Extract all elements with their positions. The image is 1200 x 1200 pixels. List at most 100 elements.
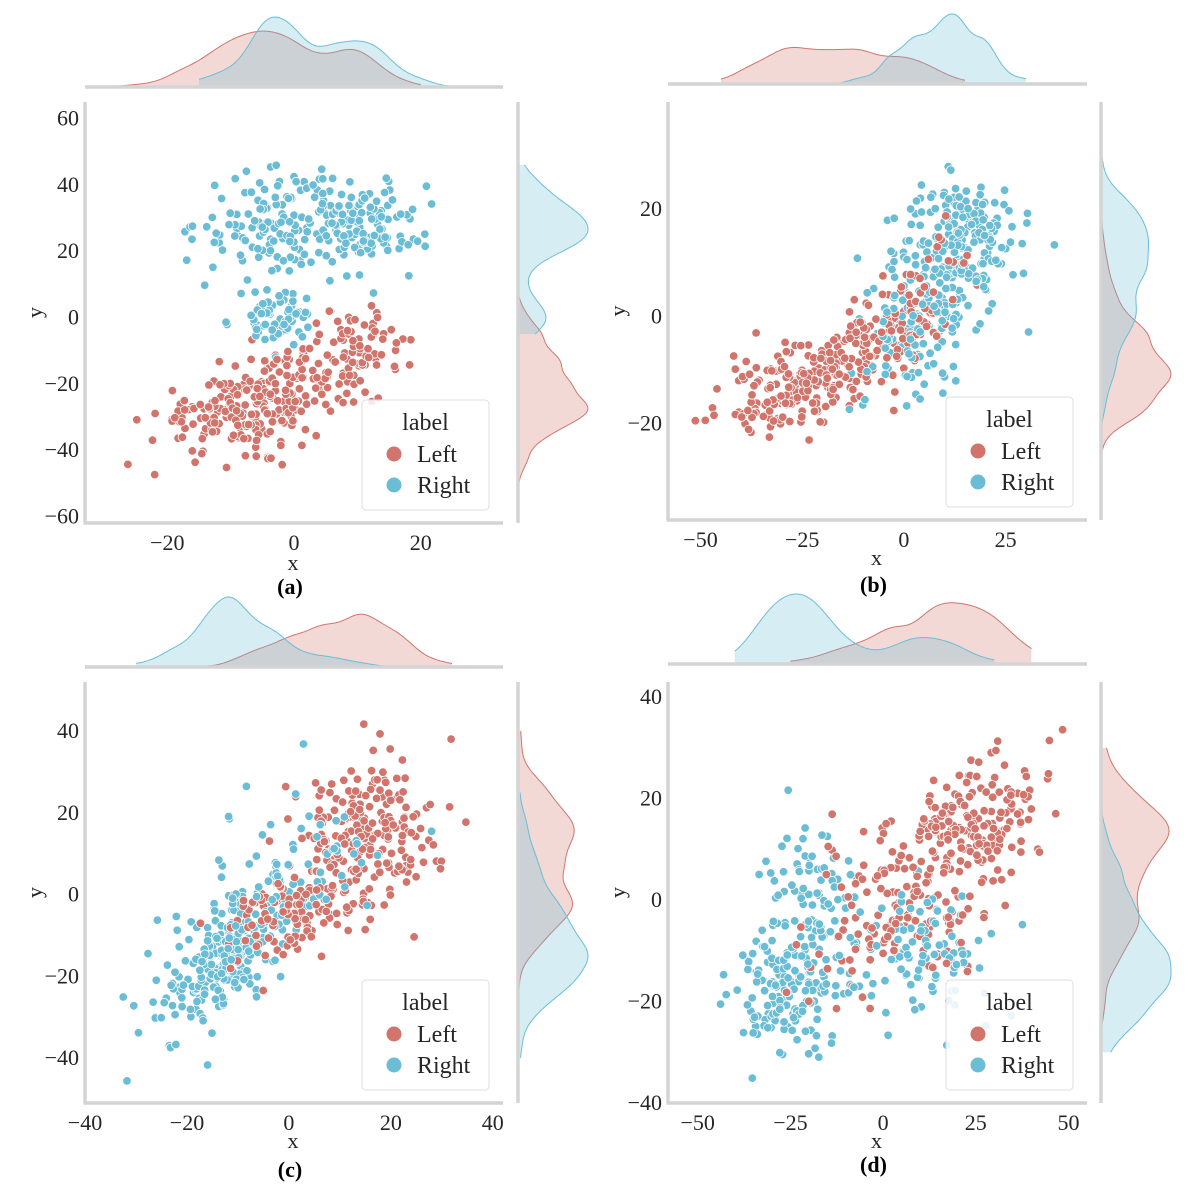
point-left <box>825 348 835 358</box>
panel-0: −20 0 20 −60 −40 −20 0 20 40 60 x y label Left Right (a… <box>22 16 589 599</box>
point-right <box>381 173 392 183</box>
point-left <box>785 416 795 427</box>
point-left <box>997 875 1007 885</box>
point-left <box>743 424 754 435</box>
point-right <box>192 996 202 1007</box>
point-right <box>931 970 941 981</box>
point-right <box>812 888 822 898</box>
y-tick-label: 0 <box>651 303 662 328</box>
point-right <box>187 234 197 245</box>
point-right <box>365 202 376 213</box>
point-right <box>421 181 432 191</box>
kde-x-fill-right <box>199 17 453 87</box>
point-right <box>181 255 192 265</box>
point-left <box>252 383 262 394</box>
point-left <box>801 378 812 388</box>
point-left <box>899 864 910 874</box>
point-left <box>783 369 794 379</box>
point-right <box>831 981 841 991</box>
point-right <box>783 973 793 983</box>
point-left <box>214 356 225 367</box>
point-left <box>847 966 857 976</box>
point-right <box>243 209 254 219</box>
legend-marker-left <box>385 445 403 463</box>
point-right <box>951 376 961 386</box>
point-left <box>999 760 1010 770</box>
point-right <box>257 830 268 840</box>
point-right <box>922 897 933 908</box>
point-right <box>835 966 846 976</box>
point-left <box>955 856 966 866</box>
kde-x-line-left <box>85 30 421 88</box>
point-right <box>757 925 767 936</box>
point-left <box>378 767 388 777</box>
point-right <box>1007 221 1017 232</box>
point-right <box>979 230 990 241</box>
point-left <box>360 387 370 398</box>
point-right <box>826 1038 837 1048</box>
point-left <box>765 383 775 393</box>
point-left <box>796 922 806 932</box>
x-axis-label: x <box>288 550 299 575</box>
point-left <box>367 834 378 844</box>
point-left <box>981 787 991 797</box>
point-right <box>267 265 277 276</box>
point-right <box>284 266 295 276</box>
legend-title: label <box>986 407 1033 433</box>
point-left <box>311 318 322 328</box>
point-left <box>246 409 257 420</box>
point-right <box>321 250 332 261</box>
point-right <box>184 934 194 945</box>
point-left <box>839 916 850 926</box>
point-right <box>896 890 907 900</box>
point-left <box>781 987 792 998</box>
point-left <box>792 393 803 403</box>
point-right <box>241 166 252 177</box>
point-right <box>916 926 926 936</box>
point-right <box>258 299 268 309</box>
point-left <box>979 806 989 816</box>
point-left <box>270 378 281 389</box>
point-right <box>803 959 813 969</box>
y-tick-label: −20 <box>628 411 662 436</box>
point-right <box>1004 206 1014 216</box>
y-tick-label: 0 <box>68 305 79 330</box>
point-right <box>919 379 929 389</box>
legend-label-left: Left <box>1001 439 1041 465</box>
point-left <box>333 316 343 327</box>
point-left <box>260 950 270 961</box>
point-left <box>822 373 833 383</box>
point-left <box>259 366 270 376</box>
point-left <box>833 931 844 942</box>
point-right <box>880 976 890 986</box>
point-left <box>394 861 404 871</box>
point-right <box>872 941 882 951</box>
point-right <box>216 193 227 204</box>
kde-x-fill-left <box>85 31 421 88</box>
point-left <box>283 814 293 824</box>
point-left <box>959 800 970 811</box>
point-right <box>941 283 951 294</box>
point-left <box>391 338 402 348</box>
point-left <box>865 1003 875 1014</box>
point-left <box>251 930 261 941</box>
point-left <box>228 430 239 441</box>
point-right <box>748 948 758 959</box>
point-right <box>274 291 284 301</box>
point-right <box>180 956 191 966</box>
point-left <box>345 370 355 381</box>
point-left <box>371 793 382 804</box>
point-right <box>721 989 731 1000</box>
point-left <box>200 413 211 423</box>
point-right <box>950 183 961 194</box>
point-left <box>385 890 396 900</box>
point-left <box>312 854 322 865</box>
point-right <box>256 308 267 319</box>
legend-title: label <box>402 410 449 436</box>
legend-title: label <box>986 990 1033 1016</box>
point-right <box>893 934 903 945</box>
point-right <box>195 965 205 976</box>
point-right <box>811 1030 822 1041</box>
point-right <box>766 868 776 878</box>
point-right <box>752 977 762 987</box>
